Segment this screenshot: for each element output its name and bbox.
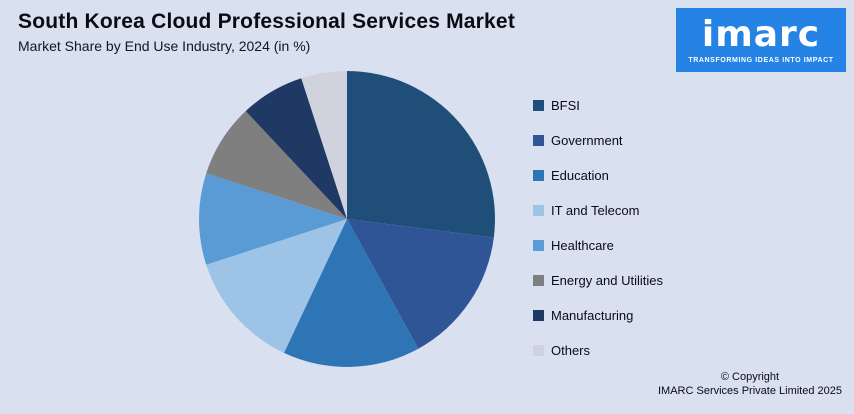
legend-label: BFSI	[551, 98, 580, 113]
copyright-notice: © Copyright IMARC Services Private Limit…	[658, 370, 842, 398]
legend-swatch-icon	[533, 310, 544, 321]
copyright-line2: IMARC Services Private Limited 2025	[657, 385, 842, 397]
legend-label: IT and Telecom	[551, 203, 640, 218]
page-subtitle: Market Share by End Use Industry, 2024 (…	[18, 38, 311, 54]
legend-label: Healthcare	[551, 238, 614, 253]
legend-item-education: Education	[533, 168, 663, 183]
imarc-logo-wordmark: imarc	[701, 13, 821, 55]
legend-swatch-icon	[533, 205, 544, 216]
chart-legend: BFSI Government Education IT and Telecom…	[533, 98, 663, 358]
legend-item-government: Government	[533, 133, 663, 148]
legend-label: Energy and Utilities	[551, 273, 663, 288]
pie-slice-manufacturing	[245, 78, 347, 220]
pie-slice-government	[347, 219, 494, 349]
legend-item-others: Others	[533, 343, 663, 358]
page-title: South Korea Cloud Professional Services …	[18, 10, 516, 33]
copyright-line1: © Copyright	[720, 371, 780, 383]
pie-slice-healthcare	[198, 173, 347, 265]
legend-swatch-icon	[533, 240, 544, 251]
legend-item-bfsi: BFSI	[533, 98, 663, 113]
pie-chart	[198, 71, 495, 367]
imarc-logo: imarc TRANSFORMING IDEAS INTO IMPACT	[676, 8, 846, 72]
legend-item-manufacturing: Manufacturing	[533, 308, 663, 323]
pie-slice-education	[283, 219, 419, 367]
legend-swatch-icon	[533, 170, 544, 181]
legend-label: Others	[551, 343, 591, 358]
pie-slice-bfsi	[347, 71, 495, 238]
pie-slice-others	[301, 71, 347, 219]
imarc-logo-tagline: TRANSFORMING IDEAS INTO IMPACT	[688, 56, 834, 64]
pie-slice-it-and-telecom	[206, 219, 347, 353]
legend-swatch-icon	[533, 135, 544, 146]
pie-slice-energy-and-utilities	[206, 111, 347, 219]
legend-label: Education	[551, 168, 609, 183]
legend-label: Manufacturing	[551, 308, 634, 323]
legend-item-it-and-telecom: IT and Telecom	[533, 203, 663, 218]
legend-item-energy-and-utilities: Energy and Utilities	[533, 273, 663, 288]
pie-chart-container	[197, 69, 497, 369]
legend-label: Government	[551, 133, 623, 148]
legend-swatch-icon	[533, 275, 544, 286]
legend-item-healthcare: Healthcare	[533, 238, 663, 253]
legend-swatch-icon	[533, 100, 544, 111]
legend-swatch-icon	[533, 345, 544, 356]
